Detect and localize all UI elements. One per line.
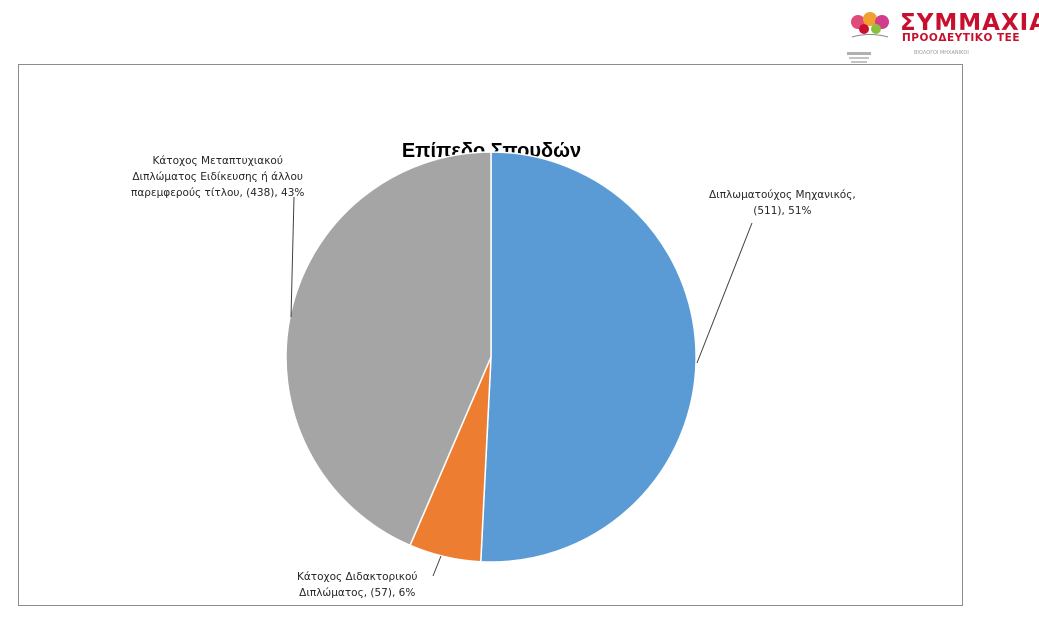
pie-slice-1 [479, 151, 697, 563]
data-label-line: Διπλώματος Ειδίκευσης ή άλλου [132, 171, 304, 183]
data-label-line: Κάτοχος Μεταπτυχιακού [152, 155, 283, 167]
chart-area: Επίπεδο Σπουδών Διπλωματούχος Μηχανικός,… [18, 64, 963, 606]
partner-2-text: ΒΙΟΛΟΓΟΙ ΜΗΧΑΝΙΚΟΙ [914, 50, 969, 56]
pie-slice-3 [285, 151, 492, 547]
brand-name: ΣΥΜΜΑΧΙΑ [900, 10, 1039, 36]
data-label-line: Κάτοχος Διδακτορικού [297, 571, 418, 583]
data-label-3: Κάτοχος Μεταπτυχιακού Διπλώματος Ειδίκευσ… [131, 153, 304, 201]
leader-line-2 [432, 555, 442, 577]
partner-logo-1 [846, 50, 872, 66]
partner-logo-2: ΒΙΟΛΟΓΟΙ ΜΗΧΑΝΙΚΟΙ [914, 50, 969, 56]
flower-logo-icon [851, 12, 889, 38]
data-label-line: Διπλώματος, (57), 6% [299, 587, 416, 599]
data-label-1: Διπλωματούχος Μηχανικός, (511), 51% [709, 187, 856, 219]
leader-line-3 [290, 196, 295, 318]
brand-subtitle: ΠΡΟΟΔΕΥΤΙΚΟ ΤΕΕ [902, 32, 1021, 44]
logo: ΣΥΜΜΑΧΙΑ ΠΡΟΟΔΕΥΤΙΚΟ ΤΕΕ ΒΙΟΛΟΓΟΙ ΜΗΧΑΝΙ… [846, 8, 1039, 66]
data-label-line: (511), 51% [753, 205, 812, 217]
partner-emblem-icon [847, 52, 871, 63]
data-label-line: παρεμφερούς τίτλου, (438), 43% [131, 187, 305, 199]
data-label-line: Διπλωματούχος Μηχανικός, [709, 189, 856, 201]
data-label-2: Κάτοχος Διδακτορικού Διπλώματος, (57), 6% [297, 569, 417, 601]
leader-line-1 [696, 222, 753, 364]
pie-chart [285, 151, 753, 577]
